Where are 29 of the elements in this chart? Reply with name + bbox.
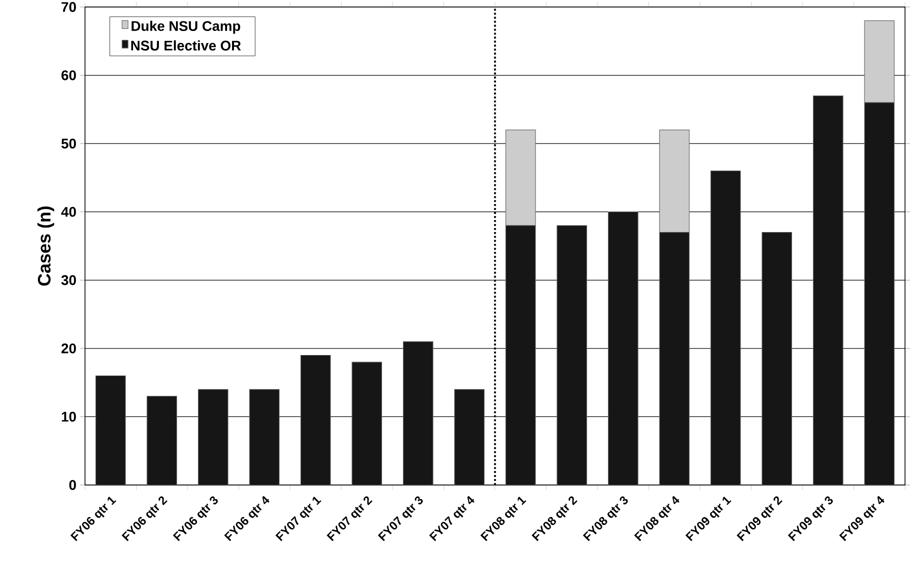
y-tick-label: 0 (69, 480, 76, 490)
bar (403, 342, 433, 485)
y-axis-title: Cases (n) (37, 206, 54, 286)
bar (352, 362, 382, 485)
bar (660, 232, 690, 485)
bar (506, 226, 536, 485)
bar (557, 226, 587, 485)
y-tick-label: 40 (61, 206, 76, 217)
y-tick-label: 50 (61, 138, 76, 149)
y-tick-label: 60 (62, 70, 76, 80)
y-tick-label: 70 (62, 2, 76, 12)
y-tick-label: 20 (61, 343, 76, 354)
y-tick-label: 30 (61, 275, 76, 286)
bar (813, 96, 843, 485)
bar (250, 389, 280, 485)
bar (710, 170, 740, 485)
bar (864, 102, 895, 485)
bar (505, 130, 536, 226)
legend-label: NSU Elective OR (131, 40, 241, 51)
bar (147, 396, 177, 485)
bar (608, 212, 638, 485)
bar (300, 355, 330, 485)
y-tick-label: 10 (62, 412, 76, 422)
legend-label: Duke NSU Camp (132, 20, 240, 34)
bar (762, 232, 792, 485)
bar (454, 389, 484, 485)
bar (659, 130, 690, 233)
bar (96, 376, 126, 485)
bar (198, 389, 228, 485)
